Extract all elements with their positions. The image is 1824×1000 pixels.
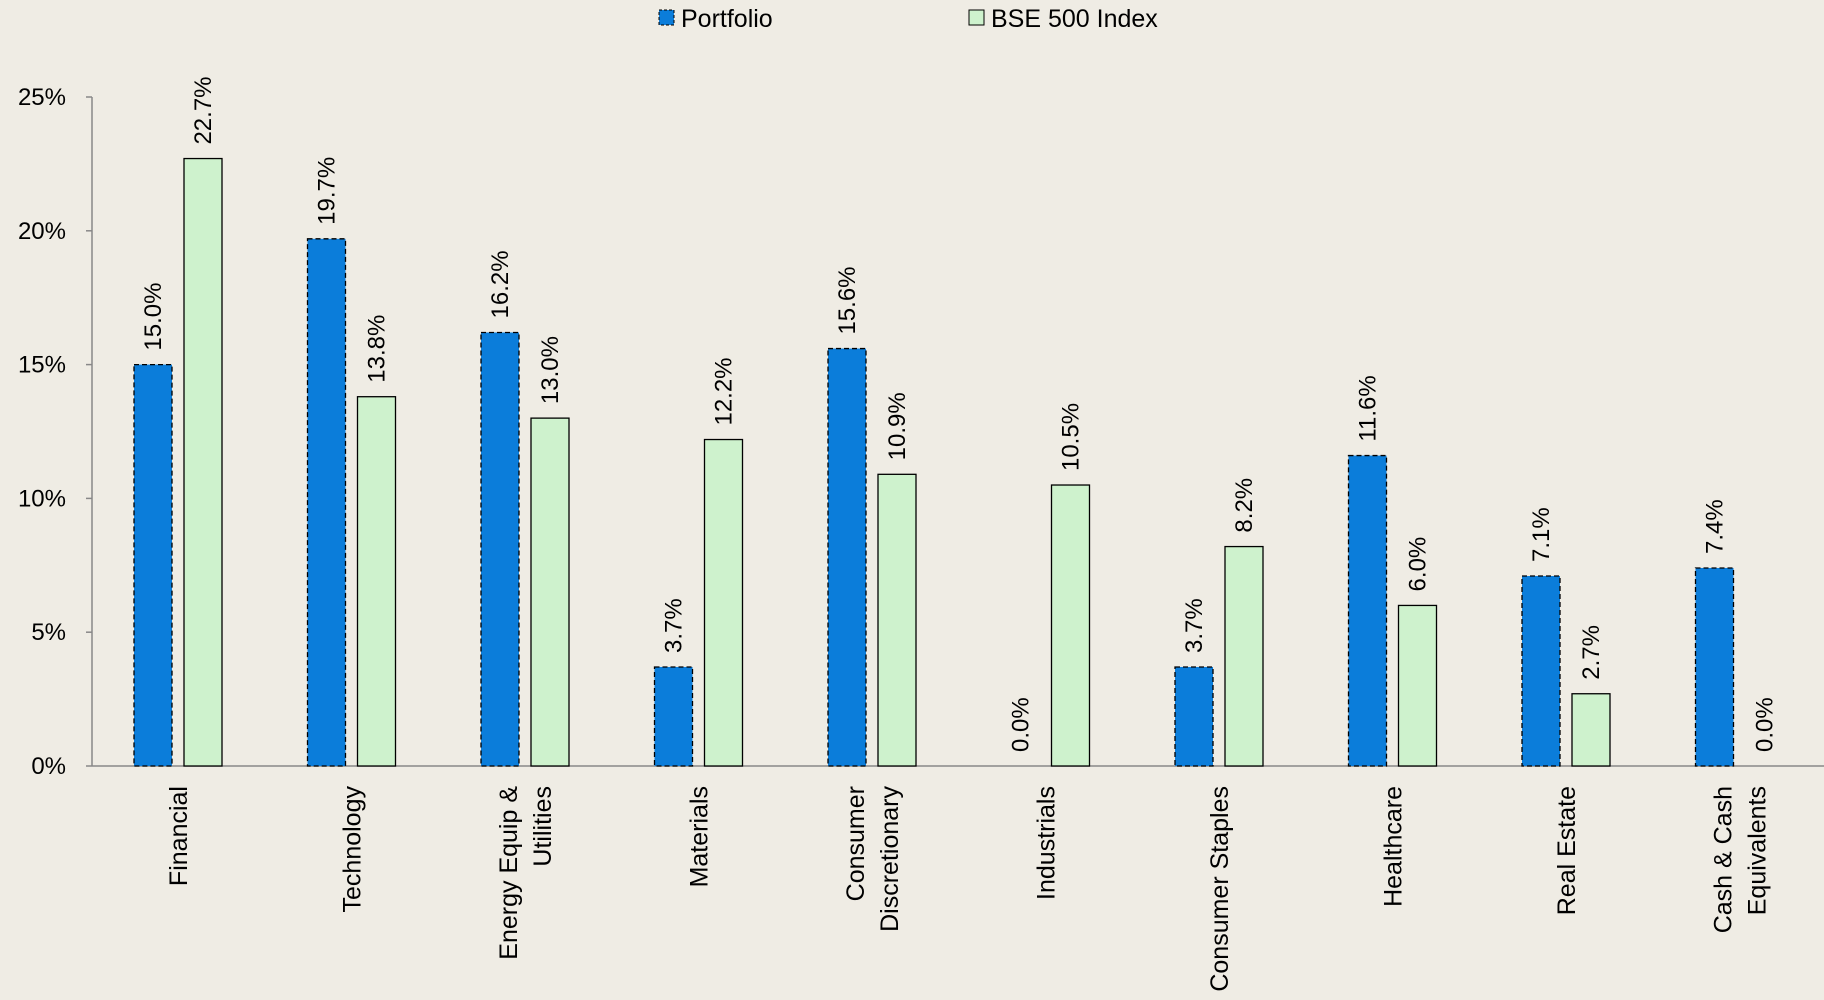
data-labels: 15.0% 22.7% 19.7% 13.8% 16.2% 13.0% 3.7% 12.2% 1… [140,76,1779,752]
portfolio-bar [1174,666,1214,767]
category-label: Cash & Cash [1710,786,1738,933]
bse500-data-label: 2.7% [1578,625,1605,680]
bse500-bar [1224,545,1264,767]
portfolio-bar [133,363,173,767]
bse500-bar [703,438,744,767]
y-tick-label: 20% [18,218,66,245]
portfolio-data-label: 7.4% [1702,499,1729,554]
category-label: Utilities [529,786,557,867]
bse500-bar [1397,604,1438,767]
bse500-data-label: 12.2% [711,357,738,425]
portfolio-data-label: 15.6% [834,266,861,334]
category-label: Consumer [842,786,870,901]
legend-swatch-portfolio [658,9,675,26]
category-label: Financial [165,786,193,886]
category-label: Technology [339,786,367,913]
legend-label-portfolio: Portfolio [681,5,773,33]
category-label: Energy Equip & [495,786,523,960]
portfolio-bar [1521,575,1561,767]
bse500-data-label: 22.7% [190,76,217,144]
category-label: Equivalents [1744,786,1772,915]
bse500-bar [1050,484,1091,767]
y-tick-label: 5% [31,619,66,646]
category-labels: Financial Technology Energy Equip & Utiliti… [165,786,1772,992]
portfolio-bar [1694,567,1735,767]
bse500-bar [530,417,570,767]
bse500-data-label: 10.5% [1058,403,1085,471]
category-label: Healthcare [1380,786,1408,907]
y-tick-label: 25% [18,84,66,111]
portfolio-data-label: 16.2% [487,250,514,318]
portfolio-data-label: 19.7% [314,157,341,225]
category-label: Real Estate [1553,786,1581,915]
portfolio-data-label: 0.0% [1008,697,1035,752]
portfolio-bar [1347,454,1388,767]
portfolio-bar [306,238,347,767]
portfolio-data-label: 7.1% [1528,507,1555,562]
bars [133,157,1735,767]
bse500-data-label: 13.0% [537,336,564,404]
bse500-bar [877,473,917,767]
bse500-bar [356,396,397,767]
portfolio-data-label: 3.7% [1181,598,1208,653]
bse500-data-label: 8.2% [1231,478,1258,533]
bse500-data-label: 0.0% [1752,697,1779,752]
legend-label-bse500: BSE 500 Index [991,5,1158,33]
portfolio-bar [827,347,867,767]
y-tick-label: 15% [18,352,66,379]
category-label: Materials [686,786,714,887]
bse500-data-label: 13.8% [364,315,391,383]
y-tick-label: 10% [18,485,66,512]
portfolio-data-label: 3.7% [661,598,688,653]
bse500-data-label: 10.9% [884,392,911,460]
portfolio-data-label: 11.6% [1355,375,1382,441]
portfolio-bar [653,666,694,767]
category-label: Consumer Staples [1206,786,1234,992]
portfolio-bar [480,331,520,767]
bse500-bar [1571,693,1611,767]
bse500-bar [183,157,223,767]
legend-swatch-bse500 [968,9,985,26]
portfolio-data-label: 15.0% [140,283,167,351]
category-label: Discretionary [876,786,904,932]
y-tick-label: 0% [31,753,66,780]
category-label: Industrials [1033,786,1061,900]
legend: Portfolio BSE 500 Index [658,5,1158,33]
bse500-data-label: 6.0% [1405,537,1432,592]
